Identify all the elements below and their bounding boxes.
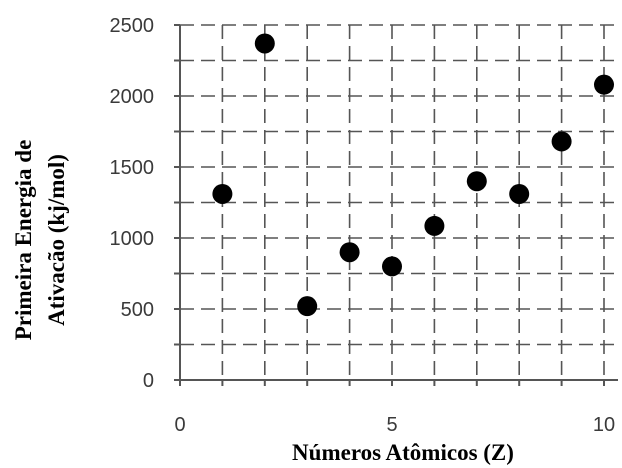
data-point xyxy=(212,183,233,204)
data-point xyxy=(297,296,318,317)
x-tick-label: 0 xyxy=(174,414,185,436)
data-point xyxy=(382,256,402,277)
data-point xyxy=(254,33,275,54)
y-tick-label: 1500 xyxy=(110,157,155,179)
data-point xyxy=(424,215,445,236)
data-point xyxy=(594,74,614,95)
x-axis-title: Números Atômicos (Z) xyxy=(292,440,514,465)
data-point xyxy=(509,183,530,204)
axes xyxy=(174,24,618,386)
y-tick-label: 1000 xyxy=(110,228,155,250)
y-axis-title-line-2: Ativacão (kj/mol) xyxy=(44,154,69,326)
data-point xyxy=(551,131,572,152)
y-axis-title: Primeira Energia de Ativacão (kj/mol) xyxy=(11,140,69,341)
data-points xyxy=(212,33,614,317)
data-point xyxy=(339,242,360,263)
x-tick-label: 10 xyxy=(593,414,615,436)
y-tick-label: 2500 xyxy=(110,15,155,37)
y-tick-label: 500 xyxy=(121,299,154,321)
data-point xyxy=(466,171,487,192)
y-tick-labels: 0 500 1000 1500 2000 2500 xyxy=(110,15,155,392)
x-tick-labels: 0 5 10 xyxy=(174,414,615,436)
x-tick-label: 5 xyxy=(386,414,397,436)
y-tick-label: 0 xyxy=(143,370,154,392)
grid-lines xyxy=(180,24,618,380)
y-axis-title-line-1: Primeira Energia de xyxy=(11,140,36,341)
y-tick-label: 2000 xyxy=(110,86,155,108)
